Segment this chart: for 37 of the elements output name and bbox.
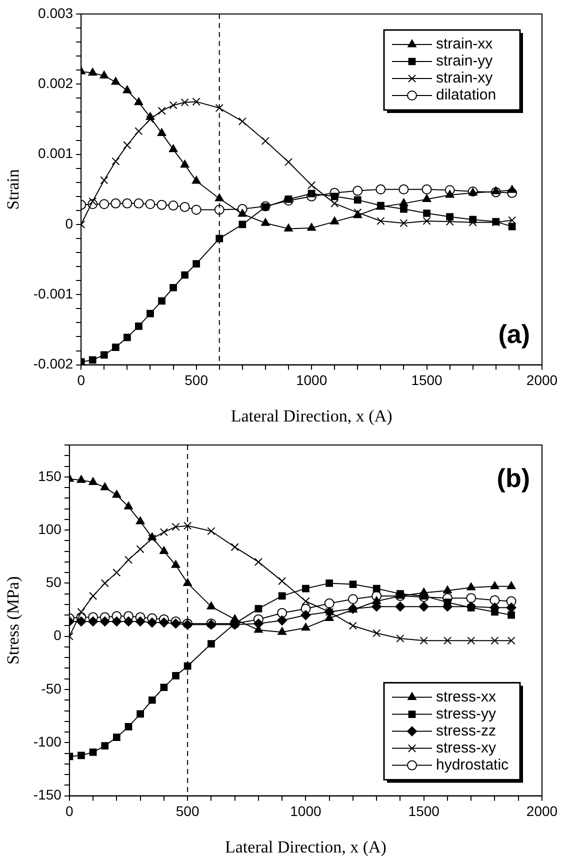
y-tick-label: 150 xyxy=(38,468,62,484)
legend-label: stress-yy xyxy=(436,705,496,722)
y-axis-title: Stress (MPa) xyxy=(4,576,23,665)
legend-label: dilatation xyxy=(436,86,496,104)
y-tick-label: -100 xyxy=(33,734,62,750)
y-axis-title: Strain xyxy=(4,168,23,210)
annotation: (b) xyxy=(496,463,530,493)
x-tick-label: 500 xyxy=(176,803,200,820)
y-tick-label: 0 xyxy=(65,215,74,232)
x-tick-label: 1500 xyxy=(411,372,443,388)
legend-label: stress-zz xyxy=(436,722,496,740)
x-axis-title: Lateral Direction, x (A) xyxy=(230,406,392,426)
y-tick-label: 50 xyxy=(46,574,62,590)
legend-label: strain-xy xyxy=(436,70,494,87)
x-tick-label: 1000 xyxy=(296,372,328,388)
x-tick-label: 2000 xyxy=(526,372,558,388)
legend-label: hydrostatic xyxy=(436,756,510,774)
y-tick-label: -0.002 xyxy=(33,356,74,372)
y-tick-label: 0.002 xyxy=(38,75,74,92)
y-tick-label: 100 xyxy=(38,520,62,537)
legend-label: stress-xy xyxy=(436,739,496,756)
legend-label: stress-xx xyxy=(436,688,496,706)
annotation: (a) xyxy=(498,318,530,349)
y-tick-label: -150 xyxy=(33,786,62,803)
y-tick-label: 0.001 xyxy=(38,145,74,162)
x-tick-label: 1000 xyxy=(290,803,322,820)
x-tick-label: 2000 xyxy=(526,803,558,820)
x-tick-label: 1500 xyxy=(408,803,440,820)
y-tick-label: 0.003 xyxy=(38,4,74,21)
y-tick-label: -50 xyxy=(41,680,62,696)
x-axis-title: Lateral Direction, x (A) xyxy=(224,837,386,856)
x-tick-label: 500 xyxy=(184,372,208,388)
legend-label: strain-yy xyxy=(436,52,494,70)
legend-label: strain-xx xyxy=(436,36,494,53)
y-tick-label: 0 xyxy=(54,627,62,644)
y-tick-label: -0.001 xyxy=(33,286,74,302)
x-tick-label: 0 xyxy=(77,372,86,388)
